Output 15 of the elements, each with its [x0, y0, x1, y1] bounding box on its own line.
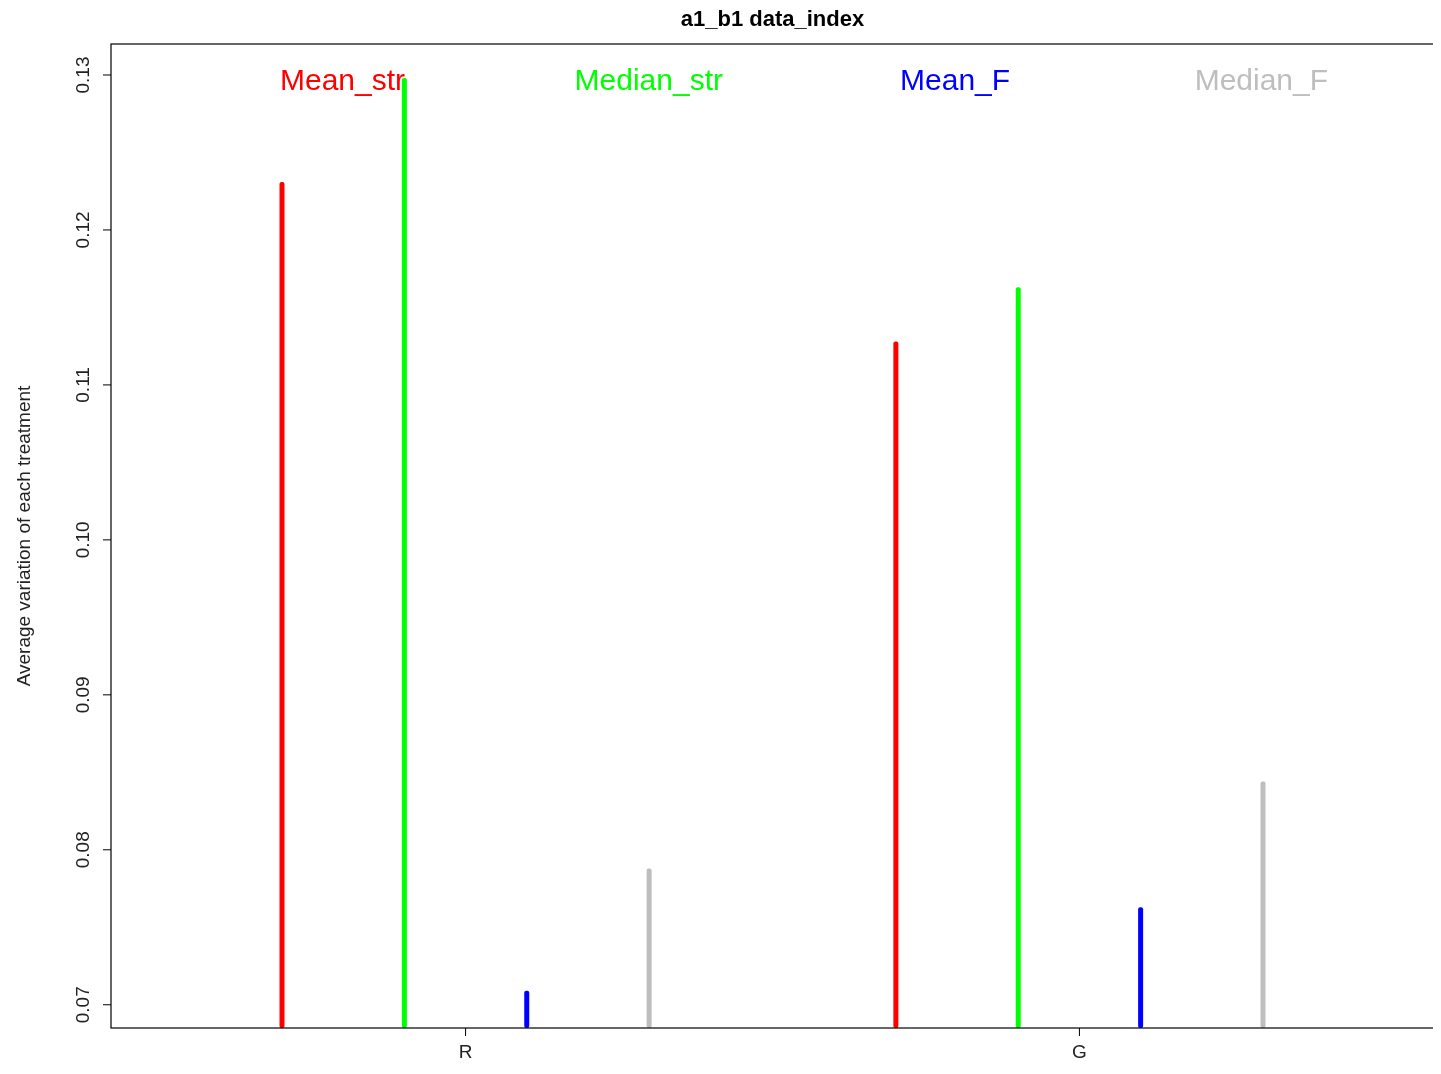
- y-tick-label: 0.13: [72, 56, 93, 94]
- y-tick-label: 0.12: [72, 211, 93, 249]
- y-tick-label: 0.08: [72, 831, 93, 869]
- text: Mean_F: [900, 63, 1011, 96]
- y-axis-title: Average variation of each treatment: [13, 384, 34, 687]
- x-tick-label: R: [458, 1041, 473, 1062]
- y-tick-label: 0.11: [72, 367, 93, 403]
- text: Mean_str: [279, 63, 406, 96]
- y-tick-label: 0.09: [72, 676, 93, 714]
- text: Median_F: [1194, 63, 1329, 96]
- chart-title: a1_b1 data_index: [680, 6, 865, 31]
- y-tick-label: 0.07: [72, 986, 93, 1024]
- x-tick-label: G: [1072, 1041, 1087, 1062]
- text: Median_str: [574, 63, 724, 96]
- y-tick-label: 0.10: [72, 521, 93, 559]
